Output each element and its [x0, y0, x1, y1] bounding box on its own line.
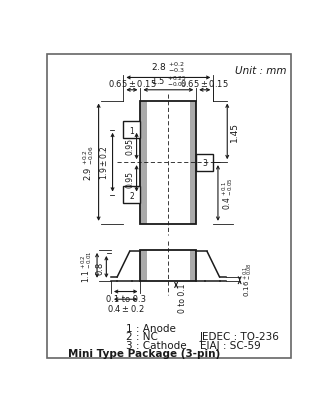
Text: Mini Type Package (3-pin): Mini Type Package (3-pin): [68, 348, 220, 359]
Text: $0.65\pm0.15$: $0.65\pm0.15$: [181, 78, 229, 89]
Bar: [123, 122, 141, 139]
Text: 1: 1: [130, 127, 134, 136]
Text: JEDEC : TO-236: JEDEC : TO-236: [200, 331, 280, 341]
Text: 0.8: 0.8: [95, 261, 104, 274]
Text: 0.95: 0.95: [125, 138, 134, 155]
Text: 3 : Cathode: 3 : Cathode: [126, 340, 186, 350]
Bar: [190, 101, 196, 224]
Text: $0.4\pm0.2$: $0.4\pm0.2$: [107, 302, 145, 313]
Bar: [141, 250, 147, 281]
Text: 3: 3: [202, 159, 207, 168]
Text: 2 : NC: 2 : NC: [126, 331, 157, 341]
Bar: [123, 187, 141, 203]
Text: $1.9\pm0.2$: $1.9\pm0.2$: [98, 146, 110, 180]
Text: 0.1 to 0.3: 0.1 to 0.3: [106, 294, 146, 303]
Text: Unit : mm: Unit : mm: [235, 66, 286, 76]
Text: EIAJ : SC-59: EIAJ : SC-59: [200, 340, 261, 350]
Bar: [141, 250, 196, 281]
Bar: [141, 101, 147, 224]
Text: $1.5\ ^{+0.25}_{-0.05}$: $1.5\ ^{+0.25}_{-0.05}$: [150, 74, 186, 89]
Text: 1.45: 1.45: [230, 122, 239, 142]
Text: $1.1\ ^{+0.2}_{-0.01}$: $1.1\ ^{+0.2}_{-0.01}$: [79, 249, 94, 282]
Text: $0.4\ ^{+0.1}_{-0.05}$: $0.4\ ^{+0.1}_{-0.05}$: [220, 177, 235, 210]
Bar: [190, 250, 196, 281]
Text: 1 : Anode: 1 : Anode: [126, 323, 176, 333]
Text: $2.8\ ^{+0.2}_{-0.3}$: $2.8\ ^{+0.2}_{-0.3}$: [151, 60, 185, 75]
Text: $0.16\ ^{+0.1}_{-0.08}$: $0.16\ ^{+0.1}_{-0.08}$: [242, 262, 255, 297]
Bar: [141, 101, 196, 224]
Bar: [196, 154, 213, 171]
Text: 2: 2: [130, 191, 134, 200]
Text: 0 to 0.1: 0 to 0.1: [179, 283, 187, 312]
Text: 0.95: 0.95: [125, 171, 134, 187]
Text: $0.65\pm0.15$: $0.65\pm0.15$: [108, 78, 156, 89]
Text: $2.9\ ^{+0.2}_{-0.06}$: $2.9\ ^{+0.2}_{-0.06}$: [81, 145, 95, 180]
